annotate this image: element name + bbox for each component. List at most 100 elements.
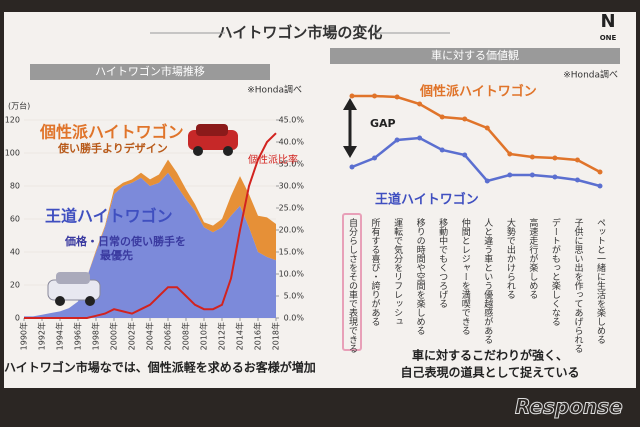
point [552, 155, 558, 161]
category-label: 子供に思い出を作ってあげられる [572, 218, 583, 353]
x-tick-label: 2010年 [199, 322, 209, 350]
y2-tick-label: 35.0% [279, 160, 305, 169]
red-car [188, 124, 238, 156]
y2-tick-label: 15.0% [279, 248, 305, 257]
x-tick-label: 1992年 [37, 322, 47, 350]
y2-tick-label: 10.0% [279, 270, 305, 279]
y-tick-label: 20 [10, 281, 20, 290]
panel-header-text: ハイトワゴン市場推移 [95, 64, 205, 78]
gap-label: GAP [370, 117, 396, 130]
x-tick-label: 2006年 [163, 322, 173, 350]
point [349, 93, 355, 99]
y-tick-label: 80 [10, 182, 20, 191]
x-tick-label: 2012年 [217, 322, 227, 350]
series-label: 個性派ハイトワゴン [39, 123, 184, 142]
point [552, 174, 558, 180]
panel-header-text: 車に対する価値観 [431, 48, 519, 62]
x-tick-label: 2000年 [109, 322, 119, 350]
x-tick-label: 2008年 [181, 322, 191, 350]
x-tick-label: 2018年 [271, 322, 281, 350]
annotation: 最優先 [100, 248, 133, 262]
point [417, 135, 423, 141]
category-label: 運転で気分をリフレッシュ [392, 218, 403, 326]
point [574, 177, 580, 183]
y2-tick-label: 5.0% [284, 292, 305, 301]
y2-tick-label: 25.0% [279, 204, 305, 213]
annotation: 価格・日常の使い勝手を [64, 234, 186, 248]
caption: ハイトワゴン市場なでは、個性派軽を求めるお客様が増加 [4, 360, 316, 375]
category-label: 自分らしさをその車で表現できる [347, 217, 358, 353]
y2-tick-label: 0.0% [284, 314, 305, 323]
x-tick-label: 1998年 [91, 322, 101, 350]
category-label: 人と違う車という優越感がある [482, 218, 493, 344]
y-tick-label: 120 [5, 116, 20, 125]
point [507, 172, 513, 178]
panel-header [30, 64, 270, 80]
series-label: 個性派比率 [248, 153, 298, 166]
point [372, 93, 378, 99]
caption: 車に対するこだわりが強く、 [412, 348, 568, 363]
x-tick-label: 1994年 [55, 322, 65, 350]
point [529, 172, 535, 178]
panel-header [330, 48, 620, 64]
point [507, 151, 513, 157]
x-tick-label: 2014年 [235, 322, 245, 350]
point [484, 125, 490, 131]
point [417, 101, 423, 107]
point [462, 152, 468, 158]
point [484, 178, 490, 184]
category-label: 移動中でもくつろげる [437, 217, 448, 308]
series-line [352, 94, 601, 174]
series-label: 王道ハイトワゴン [375, 192, 479, 208]
highlight-box [342, 213, 362, 351]
x-tick-label: 2002年 [127, 322, 137, 350]
point [597, 169, 603, 175]
y-tick-label: 40 [10, 248, 20, 257]
note: ※Honda調べ [563, 69, 618, 81]
y-axis-label: (万台) [8, 101, 30, 111]
x-tick-label: 1990年 [19, 322, 29, 350]
point [394, 137, 400, 143]
y2-tick-label: 30.0% [279, 182, 305, 191]
x-tick-label: 1996年 [73, 322, 83, 350]
watermark: Response [515, 395, 623, 419]
series-label: 個性派ハイトワゴン [419, 84, 537, 100]
point [372, 155, 378, 161]
category-label: 大勢で出かけられる [505, 217, 516, 299]
series-label: 王道ハイトワゴン [45, 207, 173, 226]
y-tick-label: 60 [10, 215, 20, 224]
point [394, 94, 400, 100]
logo: N [600, 11, 615, 32]
series-line [351, 136, 601, 188]
category-label: 移りの時間や空間を楽しめる [415, 217, 426, 335]
caption: 自己表現の道具として捉えている [400, 365, 579, 380]
slide-title: ハイトワゴン市場の変化 [218, 24, 383, 42]
y2-tick-label: 45.0% [279, 116, 305, 125]
right-chart: 自分らしさをその車で表現できる 所有する喜び・誇りがある 運転で気分をリフレッシュ 移… [342, 93, 606, 353]
y2-tick-label: 20.0% [279, 226, 305, 235]
white-car [47, 272, 101, 306]
point [439, 147, 445, 153]
point [574, 157, 580, 163]
logo: ONE [600, 34, 617, 42]
y-tick-label: 100 [5, 149, 20, 158]
ratio-line [24, 132, 277, 319]
category-label: 高速走行が楽しめる [527, 217, 538, 299]
category-label: ペットと一緒に生活を楽しめる [595, 218, 606, 344]
x-tick-label: 2016年 [253, 322, 263, 350]
point [597, 183, 603, 189]
point [349, 164, 355, 170]
point [439, 114, 445, 120]
y-tick-label: 0 [15, 314, 20, 323]
gap-arrow-heads [343, 98, 357, 158]
category-label: デートがもっと楽しくなる [550, 217, 561, 326]
category-label: 仲間とレジャーを満喫できる [460, 217, 471, 335]
annotation: 使い勝手よりデザイン [57, 141, 168, 155]
point [462, 116, 468, 122]
y2-tick-label: 40.0% [279, 138, 305, 147]
x-tick-label: 2004年 [145, 322, 155, 350]
point [529, 154, 535, 160]
note: ※Honda調べ [247, 84, 302, 96]
